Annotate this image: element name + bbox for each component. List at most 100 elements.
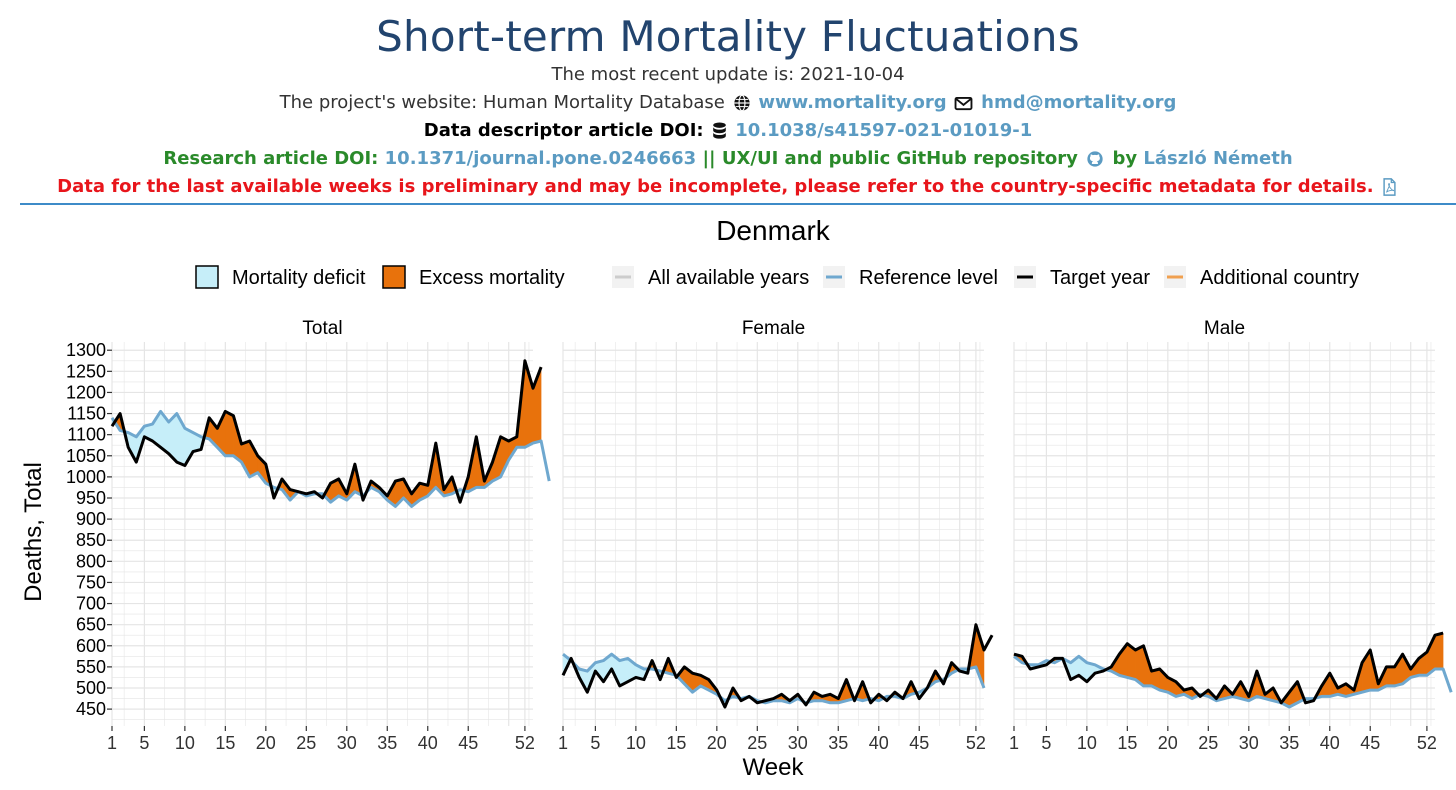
excess-area (225, 410, 234, 457)
y-tick-label: 1050 (66, 446, 106, 466)
y-tick-label: 1300 (66, 340, 106, 360)
x-tick-label: 45 (458, 733, 478, 753)
chart-legend: Mortality deficit Excess mortality All ava… (195, 265, 1359, 289)
x-tick-label: 40 (869, 733, 889, 753)
descriptor-doi-link[interactable]: 10.1038/s41597-021-01019-1 (735, 120, 1033, 141)
pdf-icon[interactable] (1382, 178, 1397, 196)
x-tick-label: 15 (1117, 733, 1137, 753)
y-tick-label: 650 (76, 615, 106, 635)
legend-item-additional-country[interactable]: Additional country (1164, 266, 1359, 289)
x-tick-label: 25 (296, 733, 316, 753)
target-year-line (561, 623, 994, 709)
x-tick-label: 52 (1417, 733, 1437, 753)
x-tick-label: 40 (1320, 733, 1340, 753)
research-doi-link[interactable]: 10.1371/journal.pone.0246663 (384, 148, 697, 169)
x-axis-title: Week (743, 754, 805, 781)
github-icon[interactable] (1086, 150, 1104, 168)
author-link[interactable]: László Németh (1143, 148, 1293, 169)
chart-title: Denmark (716, 215, 831, 246)
panel-title: Female (742, 318, 805, 339)
research-by: by (1112, 148, 1138, 169)
y-tick-label: 1000 (66, 467, 106, 487)
y-tick-label: 1250 (66, 361, 106, 381)
legend-label: Reference level (859, 267, 998, 289)
legend-item-reference-level[interactable]: Reference level (823, 266, 998, 289)
y-tick-label: 1200 (66, 382, 106, 402)
y-tick-label: 450 (76, 699, 106, 719)
x-tick-label: 30 (337, 733, 357, 753)
website-link[interactable]: www.mortality.org (758, 92, 947, 113)
legend-label: Mortality deficit (232, 267, 366, 289)
update-date: 2021-10-04 (799, 64, 905, 85)
legend-item-excess-mortality[interactable]: Excess mortality (382, 265, 565, 289)
x-tick-label: 10 (626, 733, 646, 753)
excess-area (1386, 666, 1395, 687)
x-tick-label: 5 (590, 733, 600, 753)
y-tick-label: 950 (76, 488, 106, 508)
globe-icon (733, 94, 750, 112)
legend-label: Excess mortality (419, 267, 565, 289)
reference-line (562, 652, 986, 705)
website-line: The project's website: Human Mortality D… (0, 92, 1456, 113)
x-tick-label: 52 (966, 733, 986, 753)
descriptor-line: Data descriptor article DOI: 10.1038/s41… (0, 120, 1456, 141)
x-tick-label: 35 (1279, 733, 1299, 753)
panel-grid (562, 342, 984, 726)
x-tick-label: 1 (558, 733, 568, 753)
y-axis-title: Deaths, Total (20, 462, 47, 602)
x-tick-label: 35 (377, 733, 397, 753)
mortality-chart: Denmark Mortality deficit Excess mortalit… (20, 215, 1453, 781)
legend-label: Target year (1050, 267, 1150, 289)
y-tick-label: 750 (76, 572, 106, 592)
email-link[interactable]: hmd@mortality.org (981, 92, 1177, 113)
x-tick-label: 40 (418, 733, 438, 753)
preliminary-warning: Data for the last available weeks is pre… (0, 176, 1456, 197)
legend-key (382, 265, 406, 289)
x-tick-label: 15 (215, 733, 235, 753)
descriptor-prefix: Data descriptor article DOI: (423, 120, 704, 141)
y-tick-label: 850 (76, 530, 106, 550)
panel-grid (111, 342, 533, 726)
research-mid: || UX/UI and public GitHub repository (702, 148, 1078, 169)
x-tick-label: 52 (515, 733, 535, 753)
panel-title: Male (1204, 318, 1245, 339)
legend-label: Additional country (1200, 267, 1359, 289)
warning-text: Data for the last available weeks is pre… (57, 176, 1374, 197)
legend-key (195, 265, 219, 289)
y-tick-label: 1150 (67, 404, 106, 424)
y-tick-label: 700 (76, 594, 106, 614)
y-tick-label: 1100 (67, 425, 106, 445)
x-tick-label: 10 (175, 733, 195, 753)
x-tick-label: 20 (1158, 733, 1178, 753)
x-tick-label: 35 (828, 733, 848, 753)
y-tick-label: 500 (76, 678, 106, 698)
x-tick-label: 5 (1041, 733, 1051, 753)
site-prefix: The project's website: Human Mortality D… (279, 92, 725, 113)
x-tick-label: 20 (256, 733, 276, 753)
legend-label: All available years (648, 267, 809, 289)
research-line: Research article DOI: 10.1371/journal.po… (0, 148, 1456, 169)
x-tick-label: 1 (107, 733, 117, 753)
x-tick-label: 45 (909, 733, 929, 753)
x-tick-label: 30 (788, 733, 808, 753)
x-tick-label: 10 (1077, 733, 1097, 753)
update-prefix: The most recent update is: (551, 64, 800, 85)
x-tick-label: 15 (666, 733, 686, 753)
x-tick-label: 25 (1198, 733, 1218, 753)
database-icon (713, 122, 726, 139)
y-tick-label: 900 (76, 509, 106, 529)
envelope-icon (955, 96, 973, 110)
x-tick-label: 30 (1239, 733, 1259, 753)
legend-item-target-year[interactable]: Target year (1014, 266, 1150, 289)
panel-title: Total (302, 318, 342, 339)
legend-item-mortality-deficit[interactable]: Mortality deficit (195, 265, 366, 289)
target-year-line (1013, 631, 1444, 705)
panel-grid (1013, 342, 1435, 726)
research-prefix: Research article DOI: (163, 148, 379, 169)
legend-item-all-available-years[interactable]: All available years (612, 266, 809, 289)
target-year-line (110, 359, 543, 504)
